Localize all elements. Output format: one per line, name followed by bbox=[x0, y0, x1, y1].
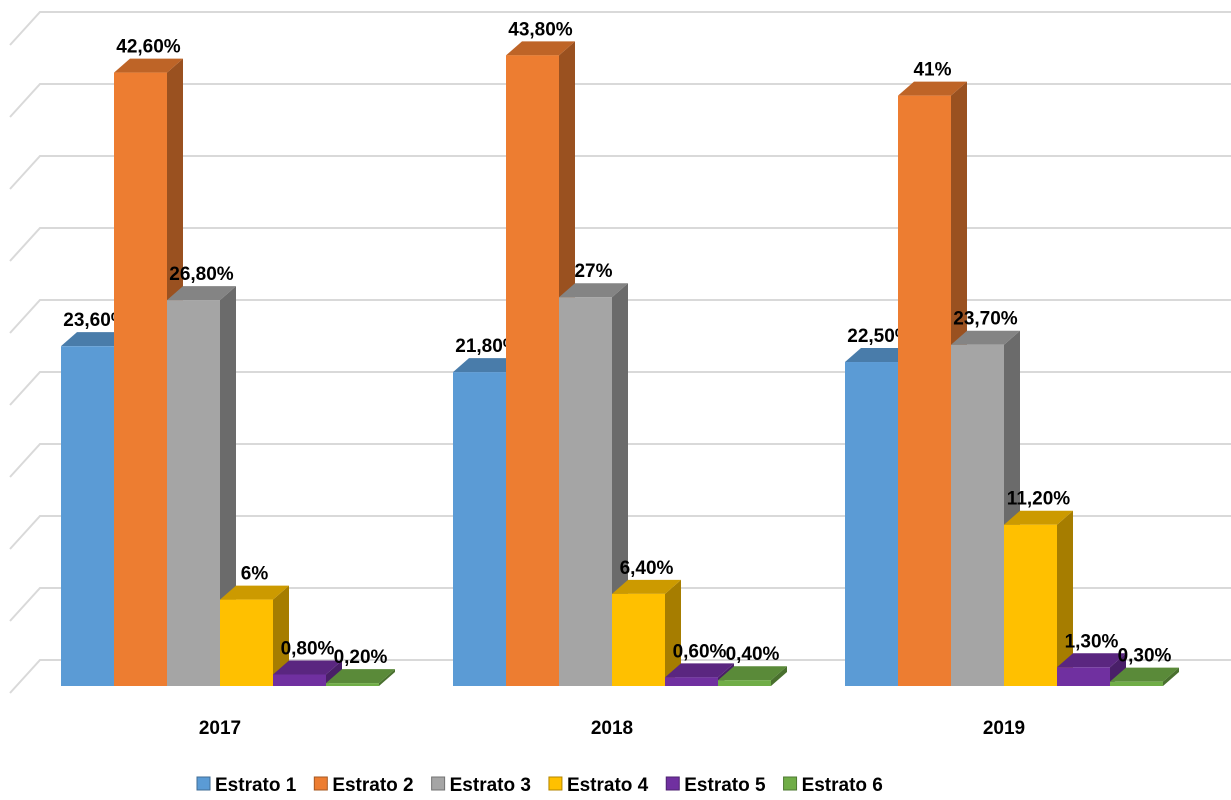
bar bbox=[220, 599, 273, 686]
bar-top bbox=[612, 579, 681, 594]
grid-line bbox=[9, 155, 1231, 190]
bar-top bbox=[61, 332, 130, 347]
data-label: 0,40% bbox=[726, 644, 780, 665]
legend-label: Estrato 6 bbox=[802, 775, 883, 795]
legend-swatch bbox=[665, 776, 680, 791]
legend-label: Estrato 5 bbox=[684, 775, 766, 795]
legend-label: Estrato 3 bbox=[450, 775, 531, 795]
bar bbox=[665, 677, 718, 686]
bar-top bbox=[845, 348, 914, 363]
grid-line bbox=[9, 659, 1231, 694]
legend-label: Estrato 1 bbox=[215, 775, 297, 795]
bar-side bbox=[273, 585, 289, 686]
data-label: 0,20% bbox=[334, 647, 388, 668]
bar-top bbox=[114, 58, 183, 73]
data-label: 26,80% bbox=[169, 264, 234, 285]
bar bbox=[951, 344, 1004, 686]
data-label: 41% bbox=[913, 60, 951, 81]
grid-line bbox=[9, 299, 1231, 334]
bar-side bbox=[379, 669, 395, 686]
bar-side bbox=[1057, 510, 1073, 686]
bar bbox=[453, 372, 506, 686]
x-tick-label: 2019 bbox=[983, 718, 1025, 739]
data-label: 23,70% bbox=[953, 309, 1018, 330]
bar bbox=[506, 55, 559, 687]
x-tick-label: 2018 bbox=[591, 718, 633, 739]
bar-side bbox=[1110, 653, 1126, 686]
bar bbox=[167, 300, 220, 686]
bar bbox=[1110, 681, 1163, 686]
grid-line bbox=[9, 443, 1231, 478]
legend-swatch bbox=[196, 776, 211, 791]
legend-label: Estrato 2 bbox=[332, 775, 413, 795]
bar-top bbox=[453, 358, 522, 373]
bar bbox=[273, 674, 326, 686]
legend-swatch bbox=[431, 776, 446, 791]
grid-line bbox=[9, 587, 1231, 622]
bar bbox=[898, 95, 951, 687]
grid-line bbox=[9, 227, 1231, 262]
legend-swatch bbox=[548, 776, 563, 791]
bar-top bbox=[326, 669, 395, 684]
data-label: 1,30% bbox=[1065, 631, 1119, 652]
bar-top bbox=[506, 41, 575, 56]
data-label: 22,50% bbox=[847, 326, 912, 347]
data-label: 27% bbox=[574, 261, 612, 282]
grid-line bbox=[9, 11, 1231, 46]
legend-label: Estrato 4 bbox=[567, 775, 649, 795]
bar bbox=[612, 593, 665, 686]
bar-side bbox=[220, 286, 236, 686]
x-tick-label: 2017 bbox=[199, 718, 241, 739]
grid-line bbox=[9, 371, 1231, 406]
bar bbox=[559, 297, 612, 686]
data-label: 43,80% bbox=[508, 19, 573, 40]
bar-top bbox=[167, 286, 236, 301]
grid-line bbox=[9, 83, 1231, 118]
bar-top bbox=[665, 663, 734, 678]
data-label: 0,30% bbox=[1118, 646, 1172, 667]
bar-top bbox=[220, 585, 289, 600]
data-label: 0,60% bbox=[673, 641, 727, 662]
bar-side bbox=[665, 579, 681, 686]
bar bbox=[61, 346, 114, 686]
bar-top bbox=[718, 666, 787, 681]
bar-top bbox=[559, 283, 628, 298]
data-label: 0,80% bbox=[281, 638, 335, 659]
legend-swatch bbox=[783, 776, 798, 791]
legend-swatch bbox=[313, 776, 328, 791]
bar-top bbox=[1004, 510, 1073, 525]
bar-top bbox=[898, 81, 967, 96]
bar-top bbox=[951, 330, 1020, 345]
data-label: 11,20% bbox=[1007, 489, 1070, 510]
bar-top bbox=[273, 660, 342, 675]
bar bbox=[718, 680, 771, 686]
data-label: 42,60% bbox=[116, 37, 181, 58]
bar-side bbox=[771, 666, 787, 686]
data-label: 6,40% bbox=[620, 558, 674, 579]
bar bbox=[114, 72, 167, 687]
bar bbox=[326, 683, 379, 686]
bar-side bbox=[1163, 667, 1179, 686]
data-label: 23,60% bbox=[63, 310, 128, 331]
bar-top bbox=[1110, 667, 1179, 682]
bar bbox=[1057, 667, 1110, 686]
data-label: 6% bbox=[241, 564, 269, 585]
grid-line bbox=[9, 515, 1231, 550]
data-label: 21,80% bbox=[455, 336, 520, 357]
bar bbox=[1004, 524, 1057, 686]
bar bbox=[845, 362, 898, 686]
bar-top bbox=[1057, 653, 1126, 668]
